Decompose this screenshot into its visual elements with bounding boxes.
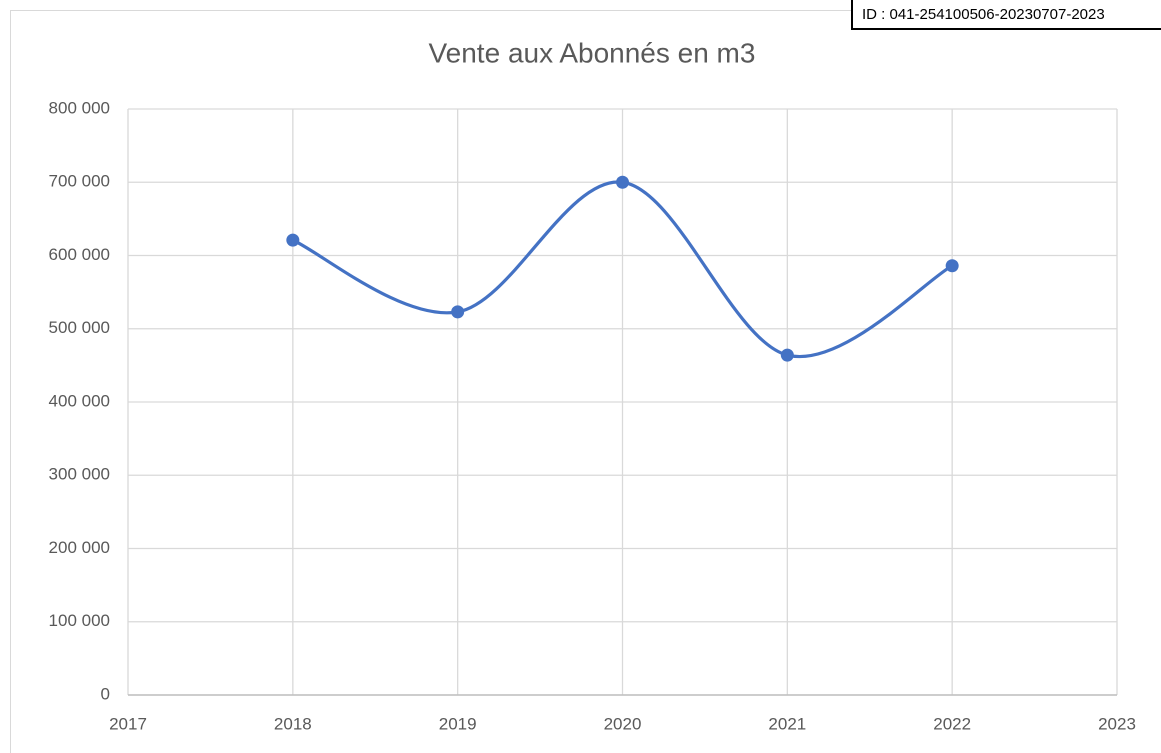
data-point <box>616 175 629 189</box>
data-point <box>286 233 300 247</box>
y-tick-label: 500 000 <box>49 318 110 337</box>
plot-area: 0 100 000 200 000 300 000 400 000 500 000 600 … <box>49 98 1136 733</box>
y-tick-label: 700 000 <box>49 172 110 191</box>
x-tick-label: 2017 <box>109 714 147 733</box>
x-tick-label: 2018 <box>274 714 312 733</box>
chart-title: Vente aux Abonnés en m3 <box>429 37 756 68</box>
x-tick-label: 2021 <box>768 714 806 733</box>
y-tick-label: 100 000 <box>49 611 110 630</box>
y-tick-label: 300 000 <box>49 465 110 484</box>
x-tick-label: 2022 <box>933 714 971 733</box>
x-tick-label: 2020 <box>604 714 642 733</box>
y-tick-label: 600 000 <box>49 245 110 264</box>
data-point <box>945 259 959 273</box>
chart-border <box>10 10 1161 753</box>
x-tick-label: 2019 <box>439 714 477 733</box>
data-point <box>451 305 465 319</box>
y-tick-label: 200 000 <box>49 538 110 557</box>
x-tick-label: 2023 <box>1098 714 1136 733</box>
y-tick-label: 0 <box>101 684 110 703</box>
stamp-text: ID : 041-254100506-20230707-2023 <box>862 6 1105 23</box>
data-point <box>780 348 794 362</box>
stamp-box <box>851 0 1161 30</box>
y-tick-label: 800 000 <box>49 98 110 117</box>
y-tick-label: 400 000 <box>49 391 110 410</box>
